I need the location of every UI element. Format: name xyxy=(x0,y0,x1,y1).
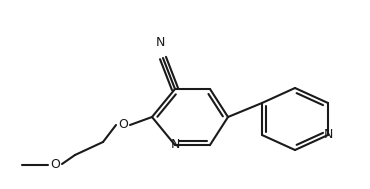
Text: N: N xyxy=(170,139,180,152)
Text: O: O xyxy=(118,119,128,132)
Text: N: N xyxy=(155,36,165,49)
Text: O: O xyxy=(50,159,60,171)
Text: N: N xyxy=(323,129,333,142)
